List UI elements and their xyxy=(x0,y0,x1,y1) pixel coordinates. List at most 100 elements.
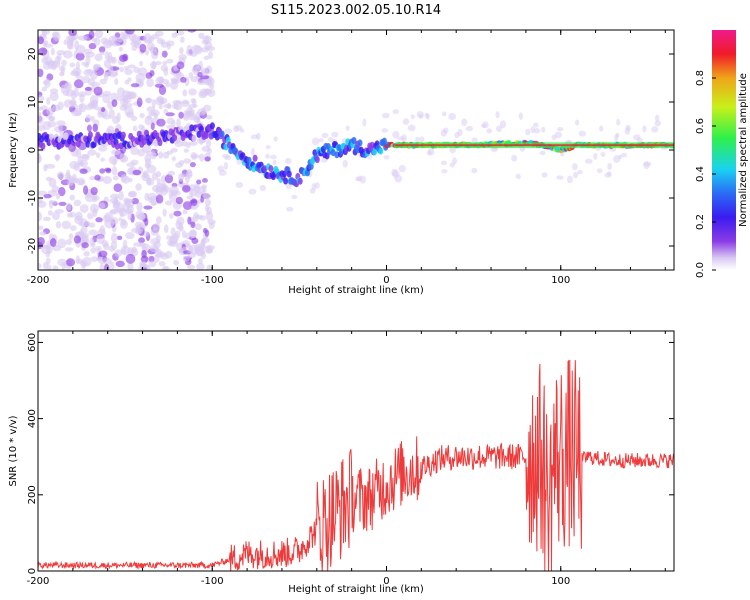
heatmap-noise-blob xyxy=(138,213,145,221)
heatmap-noise-blob xyxy=(200,75,210,80)
heatmap-noise-blob xyxy=(291,194,298,200)
heatmap-noise-blob xyxy=(187,171,193,177)
heatmap-noise-blob xyxy=(187,264,196,270)
y-tick-label: 600 xyxy=(27,333,38,352)
heatmap-noise-blob xyxy=(187,113,197,121)
heatmap-noise-blob xyxy=(151,49,159,60)
heatmap-noise-blob xyxy=(178,111,184,119)
heatmap-noise-blob xyxy=(144,158,152,167)
heatmap-noise-blob xyxy=(161,50,168,58)
heatmap-noise-blob xyxy=(53,31,61,42)
heatmap-ridge-blob xyxy=(203,132,209,140)
heatmap-noise-blob xyxy=(90,115,95,122)
heatmap-noise-blob xyxy=(441,169,448,174)
heatmap-ridge-blob xyxy=(381,137,387,145)
heatmap-noise-blob xyxy=(119,66,125,73)
snr-x-label: Height of straight line (km) xyxy=(288,584,424,595)
heatmap-noise-blob xyxy=(120,248,126,254)
heatmap-noise-blob xyxy=(584,158,593,164)
y-tick-label: -10 xyxy=(27,190,38,206)
heatmap-noise-blob xyxy=(130,227,140,233)
heatmap-noise-blob xyxy=(118,46,123,52)
heatmap-noise-blob xyxy=(102,39,113,49)
heatmap-noise-blob xyxy=(156,251,166,258)
heatmap-noise-blob xyxy=(178,173,184,182)
heatmap-ridge-blob xyxy=(196,130,202,138)
heatmap-noise-blob xyxy=(50,47,55,56)
heatmap-ridge-blob xyxy=(189,124,195,132)
heatmap-noise-blob xyxy=(461,118,468,127)
heatmap-noise-blob xyxy=(52,265,59,270)
heatmap-noise-blob xyxy=(191,154,201,159)
heatmap-noise-blob xyxy=(415,136,420,143)
heatmap-noise-blob xyxy=(127,64,136,69)
heatmap-noise-blob xyxy=(539,150,546,156)
heatmap-noise-blob xyxy=(174,230,181,239)
heatmap-noise-blob xyxy=(224,128,232,134)
heatmap-noise-blob xyxy=(392,109,399,115)
heatmap-noise-blob xyxy=(169,193,178,203)
heatmap-noise-blob xyxy=(201,145,211,152)
heatmap-noise-blob xyxy=(102,93,111,104)
heatmap-noise-blob xyxy=(113,183,123,192)
heatmap-noise-blob xyxy=(443,127,449,134)
heatmap-noise-blob xyxy=(345,125,350,132)
heatmap-noise-blob xyxy=(193,185,201,193)
heatmap-noise-blob xyxy=(342,159,348,168)
colorbar-label: Normalized spectral amplitude xyxy=(738,73,749,227)
heatmap-noise-blob xyxy=(116,112,121,122)
heatmap-noise-blob xyxy=(201,67,209,76)
spectrogram-x-label: Height of straight line (km) xyxy=(288,285,424,296)
heatmap-noise-blob xyxy=(75,52,85,61)
heatmap-noise-blob xyxy=(79,204,89,213)
heatmap-noise-blob xyxy=(55,220,62,229)
heatmap-noise-blob xyxy=(206,264,213,270)
heatmap-noise-blob xyxy=(394,174,403,183)
heatmap-noise-blob xyxy=(113,202,121,208)
heatmap-noise-blob xyxy=(171,156,176,162)
heatmap-noise-blob xyxy=(134,221,142,229)
heatmap-noise-blob xyxy=(250,148,256,157)
heatmap-noise-blob xyxy=(193,64,200,70)
heatmap-noise-blob xyxy=(98,250,108,258)
heatmap-noise-blob xyxy=(165,235,172,240)
heatmap-noise-blob xyxy=(124,68,133,76)
heatmap-noise-blob xyxy=(132,125,138,132)
heatmap-noise-blob xyxy=(127,191,136,198)
heatmap-noise-blob xyxy=(102,257,112,265)
heatmap-noise-blob xyxy=(131,34,140,45)
heatmap-noise-blob xyxy=(407,124,416,132)
heatmap-noise-blob xyxy=(138,237,145,244)
heatmap-noise-blob xyxy=(178,222,184,231)
heatmap-noise-blob xyxy=(100,157,106,162)
heatmap-noise-blob xyxy=(182,184,191,193)
y-tick-label: 20 xyxy=(27,48,38,61)
heatmap-noise-blob xyxy=(176,61,185,70)
heatmap-noise-blob xyxy=(163,103,172,109)
heatmap-noise-blob xyxy=(179,36,185,44)
heatmap-noise-blob xyxy=(52,104,61,112)
heatmap-noise-blob xyxy=(43,194,52,199)
heatmap-ridge-blob xyxy=(219,130,225,138)
heatmap-noise-blob xyxy=(65,258,76,267)
heatmap-noise-blob xyxy=(190,98,196,104)
heatmap-noise-blob xyxy=(651,126,659,133)
heatmap-noise-blob xyxy=(314,182,320,189)
heatmap-noise-blob xyxy=(123,209,134,214)
heatmap-noise-blob xyxy=(188,88,197,96)
heatmap-noise-blob xyxy=(163,266,169,270)
heatmap-noise-blob xyxy=(140,255,149,263)
heatmap-noise-blob xyxy=(38,236,45,246)
heatmap-noise-blob xyxy=(471,167,478,174)
heatmap-noise-blob xyxy=(38,225,44,231)
heatmap-ridge-blob xyxy=(372,148,378,156)
heatmap-noise-blob xyxy=(95,152,101,159)
heatmap-noise-blob xyxy=(189,230,197,238)
heatmap-noise-blob xyxy=(109,217,119,225)
heatmap-ridge-blob xyxy=(286,170,292,178)
heatmap-noise-blob xyxy=(235,181,244,188)
heatmap-noise-blob xyxy=(112,175,119,181)
heatmap-noise-blob xyxy=(91,99,99,108)
heatmap-noise-blob xyxy=(170,227,176,237)
heatmap-noise-blob xyxy=(186,106,193,116)
